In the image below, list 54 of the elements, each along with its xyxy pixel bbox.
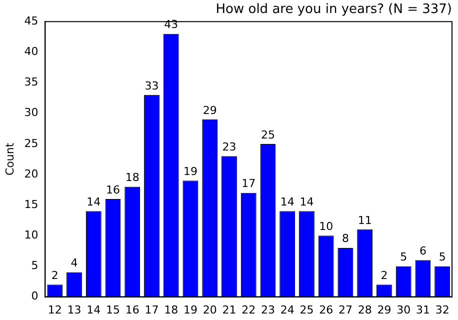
data-label: 2 [51,268,58,282]
data-label: 14 [300,196,314,209]
data-label: 43 [164,18,178,32]
data-label: 33 [144,79,159,92]
data-label: 10 [319,220,334,234]
y-tick-label: 10 [24,228,38,242]
data-label: 5 [400,250,408,264]
x-tick-label: 12 [48,303,62,316]
data-label: 25 [260,128,275,142]
y-tick-label: 25 [24,136,38,150]
x-tick-label: 29 [377,303,392,316]
x-tick-label: 18 [164,303,178,316]
data-label: 23 [222,140,236,154]
data-label: 5 [438,250,446,264]
y-axis-title: Count [3,142,16,176]
data-label: 4 [70,256,78,270]
data-label: 14 [86,196,101,209]
y-tick-label: 45 [24,14,38,28]
y-tick-label: 20 [24,167,38,180]
x-tick-label: 32 [435,303,450,316]
x-tick-label: 30 [396,303,411,316]
x-tick-label: 25 [300,303,314,316]
y-tick-label: 0 [31,290,38,303]
x-tick-label: 31 [416,303,430,316]
data-label: 6 [419,244,426,258]
y-tick-label: 35 [24,76,38,89]
data-label: 16 [106,183,120,196]
y-tick-label: 15 [24,198,38,211]
y-tick-label: 30 [24,106,38,120]
data-label: 29 [202,104,217,117]
data-label: 8 [342,232,349,246]
x-tick-label: 28 [358,303,372,316]
x-tick-label: 24 [280,303,294,316]
data-label: 11 [358,214,372,227]
y-tick-label: 40 [24,45,38,58]
x-tick-label: 17 [144,303,159,316]
x-tick-label: 23 [260,303,275,316]
x-tick-label: 19 [183,303,198,316]
data-label: 18 [125,171,140,184]
data-label: 2 [380,268,388,282]
data-label: 14 [280,196,294,209]
data-label: 19 [183,164,198,178]
x-tick-label: 22 [242,303,256,316]
x-tick-label: 26 [319,303,334,316]
chart-title: How old are you in years? (N = 337) [216,2,452,18]
data-label: 17 [242,177,256,190]
x-tick-label: 20 [202,303,217,316]
y-tick-label: 5 [31,259,38,272]
x-tick-label: 21 [222,303,236,316]
x-tick-label: 16 [125,303,140,316]
x-tick-label: 13 [67,303,82,316]
x-tick-label: 27 [338,303,352,316]
x-tick-label: 14 [86,303,101,316]
x-tick-label: 15 [106,303,120,316]
